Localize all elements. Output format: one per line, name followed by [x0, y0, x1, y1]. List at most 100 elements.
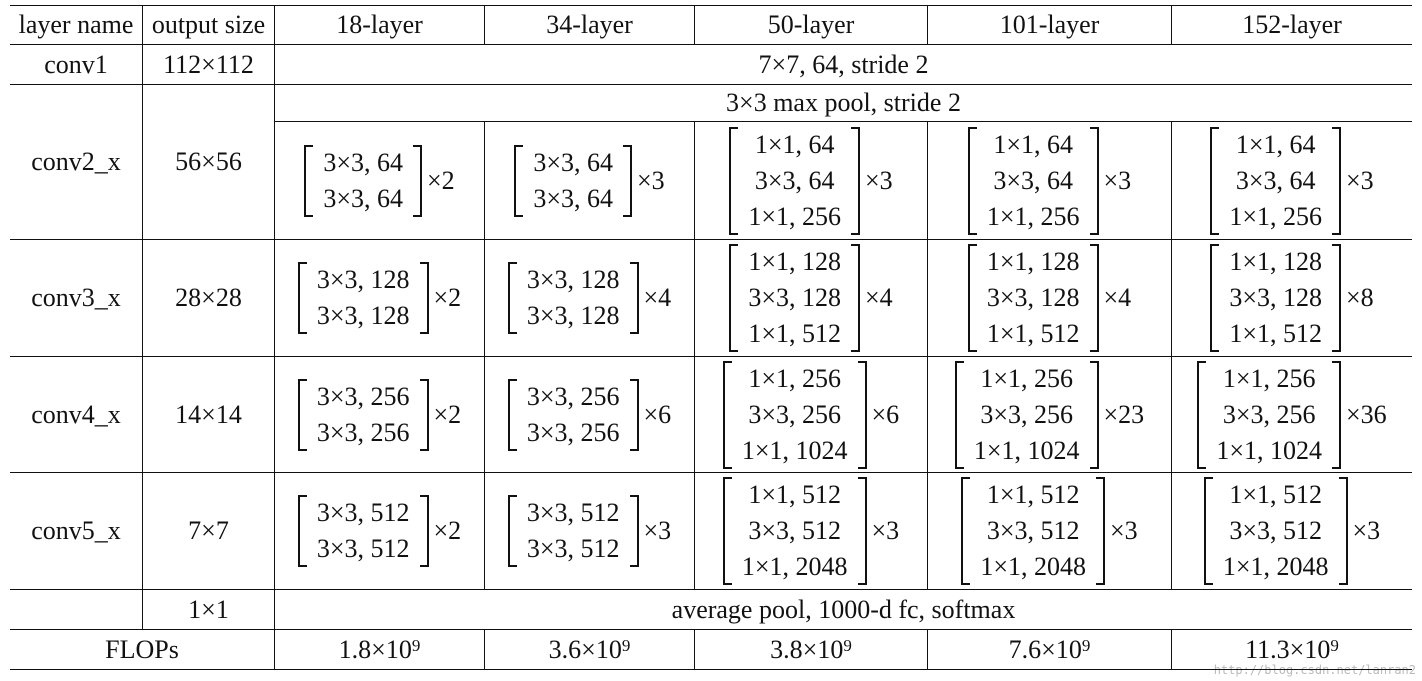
repeat: ×3	[1352, 516, 1381, 545]
right-bracket	[419, 262, 429, 334]
block-line: 3×3, 128	[986, 283, 1080, 312]
block-line: 1×1, 128	[1229, 247, 1322, 276]
right-bracket	[851, 126, 860, 235]
flops-value: 3.8×10 9	[695, 630, 928, 670]
block-line: 1×1, 512	[748, 480, 841, 509]
output-size: 1×1	[143, 590, 275, 630]
left-bracket	[967, 244, 977, 352]
repeat: ×4	[1103, 283, 1132, 312]
block-lines: 1×1, 128 3×3, 128 1×1, 512	[977, 244, 1090, 352]
block-line: 3×3, 256	[316, 381, 410, 411]
block-line: 3×3, 256	[526, 417, 620, 447]
bracket-block: 1×1, 64 3×3, 64 1×1, 256 ×3	[1210, 126, 1374, 235]
block-cell: 1×1, 64 3×3, 64 1×1, 256 ×3	[928, 122, 1172, 240]
repeat: ×2	[433, 399, 462, 429]
block-line: 3×3, 512	[316, 534, 410, 563]
repeat: ×3	[643, 516, 672, 545]
block-line: 1×1, 512	[986, 319, 1080, 348]
repeat: ×4	[643, 283, 672, 312]
block-line: 1×1, 256	[748, 201, 841, 231]
block-line: 1×1, 512	[748, 319, 841, 348]
bracket-block: 1×1, 128 3×3, 128 1×1, 512 ×8	[1210, 244, 1374, 352]
right-bracket	[419, 495, 429, 567]
spanning-cell: 3×3 max pool, stride 2	[275, 85, 1412, 122]
left-bracket	[961, 477, 971, 585]
repeat: ×3	[871, 516, 900, 545]
block-line: 3×3, 512	[748, 516, 841, 545]
layer-name: conv4_x	[10, 357, 143, 473]
block-line: 1×1, 256	[986, 201, 1080, 231]
block-lines: 3×3, 128 3×3, 128	[517, 262, 630, 334]
bracket-block: 3×3, 64 3×3, 64 ×2	[304, 144, 455, 217]
block-lines: 3×3, 64 3×3, 64	[523, 145, 623, 217]
block-line: 3×3, 512	[986, 516, 1080, 545]
flops-base: 3.6×10	[548, 634, 622, 664]
block-lines: 1×1, 64 3×3, 64 1×1, 256	[738, 127, 851, 235]
left-bracket	[297, 262, 307, 334]
bracket-block: 3×3, 128 3×3, 128 ×2	[297, 262, 462, 334]
block-line: 1×1, 512	[1229, 480, 1322, 509]
block-line: 1×1, 2048	[741, 552, 848, 581]
block-lines: 1×1, 256 3×3, 256 1×1, 1024	[732, 361, 858, 469]
layer-name: conv2_x	[10, 85, 143, 240]
block-line: 1×1, 64	[1235, 129, 1316, 159]
block-line: 3×3, 128	[1229, 283, 1322, 312]
header-cell: 34-layer	[485, 5, 695, 45]
block-line: 3×3, 64	[533, 183, 613, 213]
block-cell: 1×1, 512 3×3, 512 1×1, 2048 ×3	[695, 473, 928, 590]
right-bracket	[1089, 244, 1099, 352]
repeat: ×3	[1103, 165, 1132, 195]
left-bracket	[514, 144, 524, 217]
block-line: 1×1, 2048	[980, 552, 1086, 581]
bracket-block: 1×1, 64 3×3, 64 1×1, 256 ×3	[729, 126, 893, 235]
block-lines: 1×1, 256 3×3, 256 1×1, 1024	[964, 361, 1090, 469]
block-lines: 1×1, 256 3×3, 256 1×1, 1024	[1206, 361, 1332, 469]
spanning-cell: average pool, 1000-d fc, softmax	[275, 590, 1412, 630]
flops-base: 3.8×10	[770, 634, 844, 664]
flops-base: 1.8×10	[338, 634, 412, 664]
block-line: 3×3, 512	[526, 534, 620, 563]
block-line: 1×1, 128	[748, 247, 841, 276]
block-line: 1×1, 256	[1229, 201, 1322, 231]
bracket-block: 1×1, 512 3×3, 512 1×1, 2048 ×3	[961, 477, 1138, 585]
block-lines: 3×3, 128 3×3, 128	[307, 262, 420, 334]
block-line: 3×3, 512	[526, 498, 620, 527]
repeat: ×2	[433, 283, 462, 312]
layer-name: conv3_x	[10, 240, 143, 357]
repeat: ×3	[637, 165, 665, 195]
left-bracket	[507, 495, 517, 567]
bracket-block: 1×1, 256 3×3, 256 1×1, 1024 ×6	[722, 360, 900, 469]
block-line: 3×3, 256	[1222, 399, 1316, 429]
block-lines: 3×3, 64 3×3, 64	[313, 145, 413, 217]
block-lines: 1×1, 512 3×3, 512 1×1, 2048	[732, 477, 858, 585]
block-line: 3×3, 128	[748, 283, 841, 312]
right-bracket	[1332, 360, 1341, 469]
bracket-block: 3×3, 256 3×3, 256 ×2	[297, 378, 462, 451]
repeat: ×23	[1103, 399, 1145, 429]
bracket-block: 1×1, 256 3×3, 256 1×1, 1024 ×36	[1197, 360, 1387, 469]
right-bracket	[413, 144, 422, 217]
block-lines: 1×1, 512 3×3, 512 1×1, 2048	[970, 477, 1096, 585]
right-bracket	[629, 378, 639, 451]
flops-label: FLOPs	[10, 630, 275, 670]
right-bracket	[629, 262, 639, 334]
flops-value: 3.6×10 9	[485, 630, 695, 670]
block-line: 1×1, 512	[1229, 319, 1322, 348]
right-bracket	[1338, 477, 1348, 585]
flops-value: 7.6×10 9	[928, 630, 1172, 670]
flops-exp: 9	[1081, 635, 1091, 655]
bracket-block: 3×3, 512 3×3, 512 ×2	[297, 495, 461, 567]
header-cell: 18-layer	[275, 5, 485, 45]
watermark: http://blog.csdn.net/lanran2	[1213, 663, 1416, 677]
output-size: 112×112	[143, 45, 275, 85]
block-lines: 1×1, 512 3×3, 512 1×1, 2048	[1213, 477, 1339, 585]
repeat: ×6	[871, 399, 900, 429]
block-cell: 3×3, 512 3×3, 512 ×2	[275, 473, 485, 590]
right-bracket	[1332, 126, 1341, 235]
block-line: 3×3, 256	[316, 417, 410, 447]
bracket-block: 1×1, 128 3×3, 128 1×1, 512 ×4	[967, 244, 1132, 352]
block-cell: 1×1, 64 3×3, 64 1×1, 256 ×3	[695, 122, 928, 240]
left-bracket	[1203, 477, 1213, 585]
block-cell: 1×1, 256 3×3, 256 1×1, 1024 ×6	[695, 357, 928, 473]
block-cell: 1×1, 128 3×3, 128 1×1, 512 ×8	[1172, 240, 1412, 357]
